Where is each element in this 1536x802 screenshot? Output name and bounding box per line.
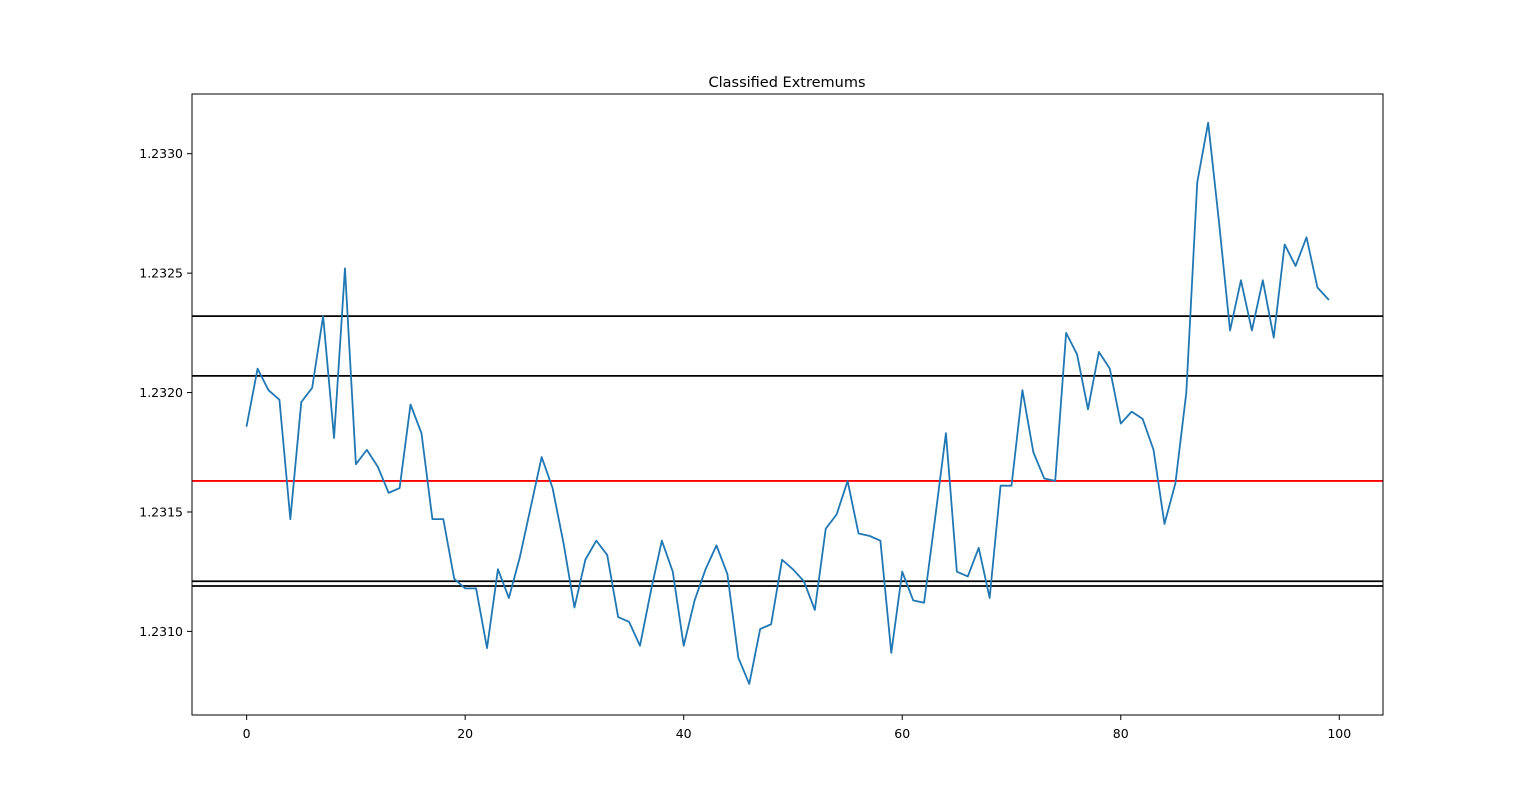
x-tick-label: 40 [676, 726, 692, 741]
horizontal-level-lines [192, 315, 1383, 587]
y-tick-label: 1.2320 [139, 385, 183, 400]
series-price [245, 121, 1330, 685]
x-tick-label: 0 [243, 726, 251, 741]
x-tick-label: 60 [894, 726, 910, 741]
y-tick-label: 1.2310 [139, 624, 183, 639]
axis-ticks: 0 20 40 60 80 100 1.2310 1.2315 1.2320 1.2325 1.23… [139, 146, 1351, 741]
y-tick-label: 1.2325 [139, 266, 183, 281]
x-tick-label: 100 [1327, 726, 1351, 741]
chart-title: Classified Extremums [708, 75, 865, 91]
x-tick-label: 80 [1113, 726, 1129, 741]
x-tick-label: 20 [457, 726, 473, 741]
y-tick-label: 1.2330 [139, 146, 183, 161]
axes-spines [191, 93, 1384, 716]
price-line-series [245, 121, 1330, 685]
y-tick-label: 1.2315 [139, 504, 183, 519]
